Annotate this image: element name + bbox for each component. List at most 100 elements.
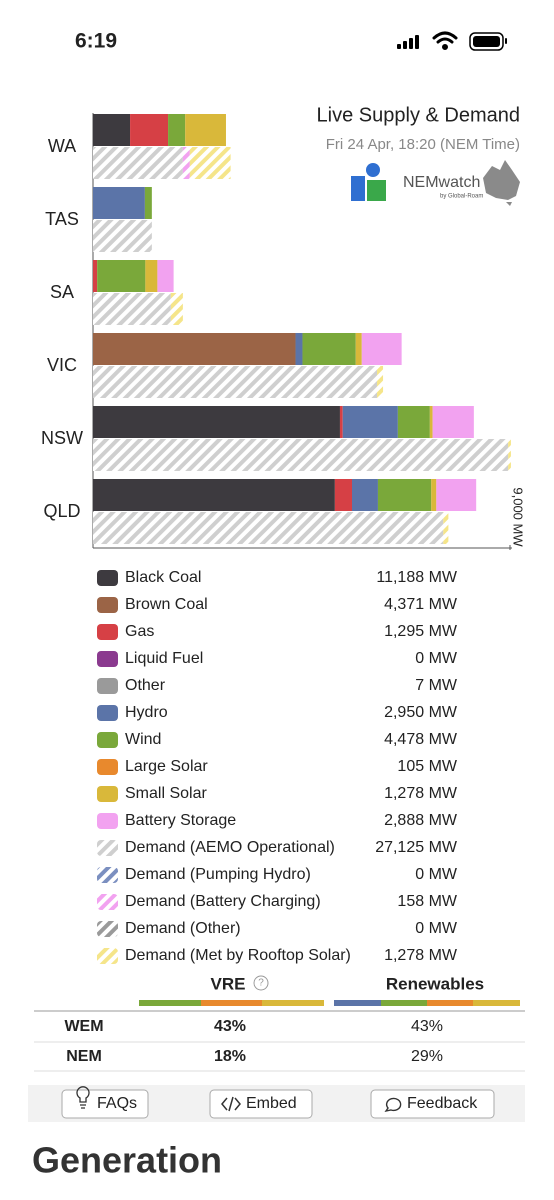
column-header: VRE: [211, 974, 246, 993]
legend-label: Demand (Met by Rooftop Solar): [125, 947, 351, 964]
bar-segment: [342, 406, 398, 438]
subtitle: Fri 24 Apr, 18:20 (NEM Time): [326, 136, 520, 153]
logo-subtext: by Global-Roam: [440, 194, 483, 200]
legend-label: Demand (Pumping Hydro): [125, 866, 311, 883]
help-icon[interactable]: ?: [258, 978, 264, 989]
legend-value: 2,888 MW: [384, 812, 458, 829]
legend-swatch: [97, 759, 118, 775]
bar-segment: [93, 114, 131, 146]
button-label[interactable]: Embed: [246, 1095, 297, 1112]
legend-label: Battery Storage: [125, 812, 236, 829]
legend-label: Liquid Fuel: [125, 650, 203, 667]
legend-label: Wind: [125, 731, 161, 748]
battery-icon: [469, 32, 507, 51]
feedback-button[interactable]: [370, 1089, 495, 1119]
legend-value: 0 MW: [415, 920, 458, 937]
bar-segment: [355, 333, 362, 365]
legend-swatch: [97, 786, 118, 802]
logo: [351, 160, 520, 206]
bar-segment: [361, 333, 402, 365]
cell: 29%: [411, 1048, 443, 1065]
bar-segment: [352, 479, 378, 511]
legend-label: Brown Coal: [125, 596, 208, 613]
bar-segment: [397, 406, 430, 438]
title: Live Supply & Demand: [317, 104, 520, 126]
legend-swatch: [97, 624, 118, 640]
legend-label: Large Solar: [125, 758, 208, 775]
bar-segment: [443, 512, 449, 544]
legend-value: 1,278 MW: [384, 947, 458, 964]
row-label: NEM: [66, 1048, 102, 1065]
button-label[interactable]: FAQs: [97, 1095, 137, 1112]
bar-segment: [145, 260, 158, 292]
bar-segment: [144, 187, 152, 219]
share-table: WEM 43% 43% NEM 18% 29%: [34, 975, 525, 1072]
status-time: 6:19: [75, 30, 117, 53]
region-label: QLD: [43, 501, 80, 521]
legend-label: Other: [125, 677, 166, 694]
legend-swatch: [97, 597, 118, 613]
cell: 43%: [411, 1018, 443, 1035]
legend-swatch: [97, 570, 118, 586]
bar-segment: [93, 439, 509, 471]
bar-segment: [432, 406, 474, 438]
bar-segment: [436, 479, 477, 511]
bar-segment: [431, 479, 437, 511]
bar-segment: [93, 187, 145, 219]
bar-segment: [130, 114, 169, 146]
legend-value: 4,478 MW: [384, 731, 458, 748]
x-tick-label: 9,000 MW: [511, 487, 526, 547]
legend-label: Demand (Other): [125, 920, 241, 937]
cell: 18%: [214, 1048, 246, 1065]
bar-segment: [93, 479, 335, 511]
bar-segment: [302, 333, 356, 365]
region-label: NSW: [41, 428, 83, 448]
legend-label: Small Solar: [125, 785, 207, 802]
wifi-icon: [432, 31, 458, 50]
logo-text: NEMwatch: [403, 174, 480, 191]
region-label: SA: [50, 282, 74, 302]
bar-segment: [168, 114, 186, 146]
legend-swatch: [97, 948, 118, 964]
legend-value: 1,295 MW: [384, 623, 458, 640]
bar-segment: [508, 439, 511, 471]
legend-swatch: [97, 867, 118, 883]
bar-segment: [93, 366, 378, 398]
legend-value: 0 MW: [415, 650, 458, 667]
legend-label: Demand (Battery Charging): [125, 893, 321, 910]
legend-swatch: [97, 678, 118, 694]
bar-segment: [97, 260, 146, 292]
region-label: VIC: [47, 355, 77, 375]
legend-value: 7 MW: [415, 677, 458, 694]
row-label: WEM: [64, 1018, 103, 1035]
bar-segment: [295, 333, 303, 365]
legend-value: 158 MW: [397, 893, 457, 910]
bar-segment: [93, 333, 296, 365]
legend-swatch: [97, 705, 118, 721]
legend-value: 0 MW: [415, 866, 458, 883]
bar-segment: [182, 147, 190, 179]
legend-value: 105 MW: [397, 758, 457, 775]
legend-swatch: [97, 840, 118, 856]
bar-segment: [185, 114, 226, 146]
bar-segment: [93, 147, 183, 179]
bar-segment: [339, 406, 343, 438]
bar-segment: [93, 260, 98, 292]
legend-swatch: [97, 921, 118, 937]
legend-value: 4,371 MW: [384, 596, 458, 613]
region-label: WA: [48, 136, 76, 156]
embed-button[interactable]: [209, 1089, 313, 1119]
faqs-button[interactable]: [61, 1086, 149, 1119]
bar-segment: [93, 220, 152, 252]
legend-label: Hydro: [125, 704, 168, 721]
legend-swatch: [97, 732, 118, 748]
bar-segment: [93, 512, 444, 544]
bar-segment: [377, 479, 432, 511]
button-label[interactable]: Feedback: [407, 1095, 478, 1112]
bar-segment: [157, 260, 174, 292]
legend-label: Black Coal: [125, 569, 201, 586]
bar-segment: [429, 406, 433, 438]
legend-swatch: [97, 813, 118, 829]
cell: 43%: [214, 1018, 246, 1035]
